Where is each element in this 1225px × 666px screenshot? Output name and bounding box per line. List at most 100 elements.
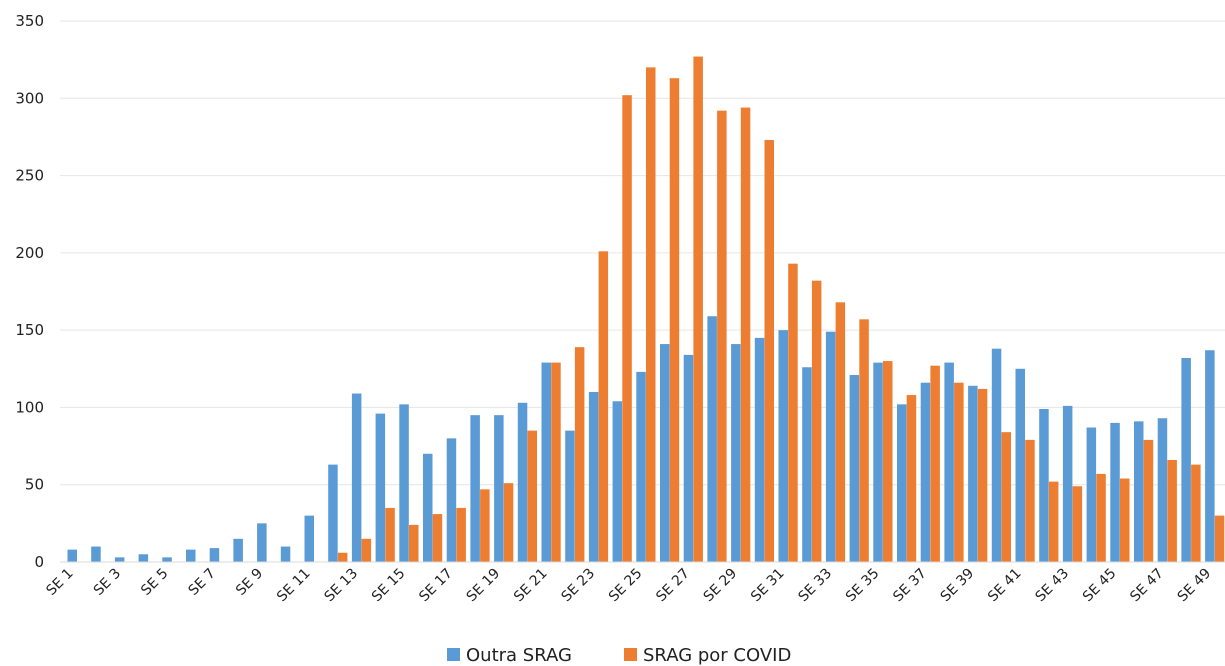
x-tick-label: SE 39 bbox=[938, 566, 978, 606]
x-axis-ticks: SE 1 SE 3 SE 5 SE 7 SE 9 SE 11 SE 13 SE 15 SE 17… bbox=[43, 566, 1214, 606]
x-tick-label: SE 9 bbox=[233, 566, 266, 599]
bar-outra-srag bbox=[446, 438, 457, 562]
bar-outra-srag bbox=[517, 402, 528, 562]
bar-outra-srag bbox=[1134, 421, 1144, 562]
legend-label-outra-srag: Outra SRAG bbox=[466, 645, 572, 666]
y-tick-label: 50 bbox=[25, 476, 44, 494]
bar-srag-por-covid bbox=[1143, 439, 1154, 562]
bar-outra-srag bbox=[802, 367, 812, 562]
bars bbox=[67, 56, 1225, 563]
bar-srag-por-covid bbox=[598, 251, 609, 562]
bar-srag-por-covid bbox=[1167, 459, 1177, 562]
bar-srag-por-covid bbox=[574, 347, 585, 562]
x-tick-label: SE 27 bbox=[653, 566, 693, 606]
bar-outra-srag bbox=[1015, 368, 1025, 562]
bar-outra-srag bbox=[1062, 405, 1073, 562]
x-tick-label: SE 41 bbox=[985, 566, 1025, 606]
bar-outra-srag bbox=[1157, 418, 1168, 562]
bar-srag-por-covid bbox=[646, 67, 656, 563]
bar-outra-srag bbox=[67, 549, 77, 562]
bar-outra-srag bbox=[897, 404, 907, 562]
x-tick-label: SE 17 bbox=[416, 566, 456, 606]
bar-outra-srag bbox=[304, 515, 314, 562]
x-tick-label: SE 43 bbox=[1032, 566, 1072, 606]
bar-srag-por-covid bbox=[409, 524, 419, 562]
bar-srag-por-covid bbox=[480, 489, 490, 562]
bar-outra-srag bbox=[399, 404, 409, 562]
x-tick-label: SE 37 bbox=[890, 566, 930, 606]
x-tick-label: SE 21 bbox=[511, 566, 551, 606]
bar-outra-srag bbox=[1039, 408, 1049, 562]
bar-outra-srag bbox=[968, 385, 978, 562]
bar-outra-srag bbox=[588, 391, 599, 562]
y-tick-label: 150 bbox=[15, 321, 44, 339]
bar-outra-srag bbox=[470, 415, 480, 562]
bar-outra-srag bbox=[1086, 427, 1097, 562]
bar-srag-por-covid bbox=[1072, 486, 1083, 562]
bar-outra-srag bbox=[1110, 422, 1120, 562]
bar-srag-por-covid bbox=[1120, 478, 1130, 562]
bar-srag-por-covid bbox=[1191, 464, 1201, 562]
bar-outra-srag bbox=[754, 337, 765, 562]
bar-srag-por-covid bbox=[337, 552, 348, 562]
bar-outra-srag bbox=[257, 523, 267, 562]
bar-outra-srag bbox=[541, 362, 551, 562]
bar-srag-por-covid bbox=[1048, 481, 1059, 562]
bar-outra-srag bbox=[114, 557, 125, 562]
bar-outra-srag bbox=[375, 413, 386, 562]
x-tick-label: SE 19 bbox=[464, 566, 504, 606]
bar-outra-srag bbox=[423, 453, 433, 562]
gridlines bbox=[60, 20, 1225, 486]
bar-outra-srag bbox=[351, 393, 362, 562]
bar-outra-srag bbox=[612, 401, 623, 562]
bar-outra-srag bbox=[233, 538, 243, 562]
bar-srag-por-covid bbox=[764, 140, 774, 562]
bar-outra-srag bbox=[660, 344, 670, 562]
bar-outra-srag bbox=[138, 554, 149, 562]
y-axis-ticks: 0 50 100 150 200 250 300 350 bbox=[15, 12, 44, 571]
bar-srag-por-covid bbox=[740, 107, 751, 562]
bar-srag-por-covid bbox=[669, 78, 680, 562]
x-tick-label: SE 1 bbox=[43, 566, 76, 599]
bar-outra-srag bbox=[209, 548, 220, 562]
legend: Outra SRAG SRAG por COVID bbox=[447, 645, 791, 666]
legend-label-srag-por-covid: SRAG por COVID bbox=[643, 645, 791, 666]
bar-outra-srag bbox=[731, 344, 741, 562]
bar-srag-por-covid bbox=[1214, 515, 1225, 562]
bar-srag-por-covid bbox=[385, 507, 395, 562]
legend-swatch-outra-srag bbox=[447, 648, 460, 661]
bar-outra-srag bbox=[1181, 357, 1191, 562]
bar-srag-por-covid bbox=[432, 514, 443, 562]
bar-outra-srag bbox=[873, 362, 883, 562]
bar-srag-por-covid bbox=[1096, 473, 1106, 562]
bar-outra-srag bbox=[920, 382, 931, 562]
bar-srag-por-covid bbox=[456, 507, 466, 562]
y-tick-label: 100 bbox=[15, 398, 44, 416]
bar-srag-por-covid bbox=[503, 483, 514, 562]
bar-outra-srag bbox=[944, 362, 954, 562]
bar-srag-por-covid bbox=[693, 56, 703, 563]
x-tick-label: SE 33 bbox=[795, 566, 835, 606]
x-tick-label: SE 47 bbox=[1127, 566, 1167, 606]
x-tick-label: SE 31 bbox=[748, 566, 788, 606]
bar-srag-por-covid bbox=[883, 361, 893, 562]
x-tick-label: SE 15 bbox=[369, 566, 409, 606]
bar-srag-por-covid bbox=[551, 362, 561, 562]
bar-outra-srag bbox=[991, 348, 1002, 562]
bar-outra-srag bbox=[778, 330, 788, 562]
bar-srag-por-covid bbox=[527, 430, 537, 562]
bar-srag-por-covid bbox=[1001, 432, 1011, 562]
bar-outra-srag bbox=[1205, 350, 1215, 562]
bar-srag-por-covid bbox=[906, 395, 917, 562]
x-tick-label: SE 45 bbox=[1080, 566, 1120, 606]
x-tick-label: SE 11 bbox=[274, 566, 314, 606]
x-tick-label: SE 35 bbox=[843, 566, 883, 606]
bar-outra-srag bbox=[162, 557, 172, 562]
x-tick-label: SE 23 bbox=[558, 566, 598, 606]
bar-outra-srag bbox=[565, 430, 575, 562]
bar-srag-por-covid bbox=[859, 319, 869, 562]
bar-srag-por-covid bbox=[835, 302, 846, 562]
bar-outra-srag bbox=[683, 354, 694, 562]
bar-outra-srag bbox=[328, 464, 338, 562]
bar-srag-por-covid bbox=[930, 365, 940, 562]
